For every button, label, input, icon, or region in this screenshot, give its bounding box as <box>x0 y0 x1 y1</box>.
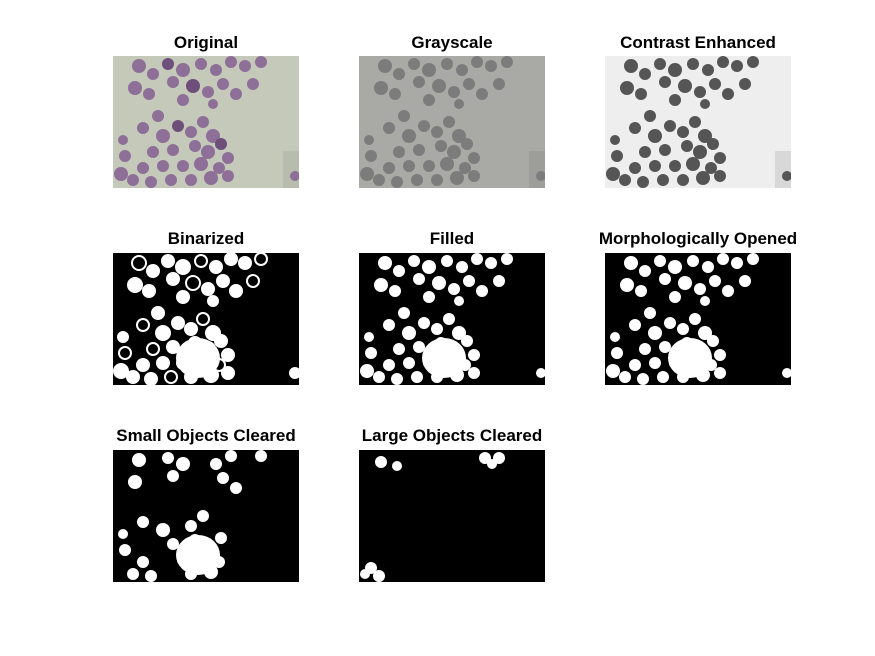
title-morphologically-opened: Morphologically Opened <box>598 229 798 248</box>
title-contrast-enhanced: Contrast Enhanced <box>620 33 776 52</box>
title-binarized: Binarized <box>167 229 245 248</box>
title-original: Original <box>173 33 239 52</box>
title-large-objects-cleared: Large Objects Cleared <box>361 426 543 445</box>
panel-filled <box>359 253 545 385</box>
panel-large-objects-cleared <box>359 450 545 582</box>
title-filled: Filled <box>429 229 475 248</box>
panel-morphologically-opened <box>605 253 791 385</box>
panel-contrast-enhanced <box>605 56 791 188</box>
title-grayscale: Grayscale <box>411 33 493 52</box>
title-small-objects-cleared: Small Objects Cleared <box>116 426 296 445</box>
panel-binarized <box>113 253 299 385</box>
panel-grayscale <box>359 56 545 188</box>
panel-original <box>113 56 299 188</box>
panel-small-objects-cleared <box>113 450 299 582</box>
